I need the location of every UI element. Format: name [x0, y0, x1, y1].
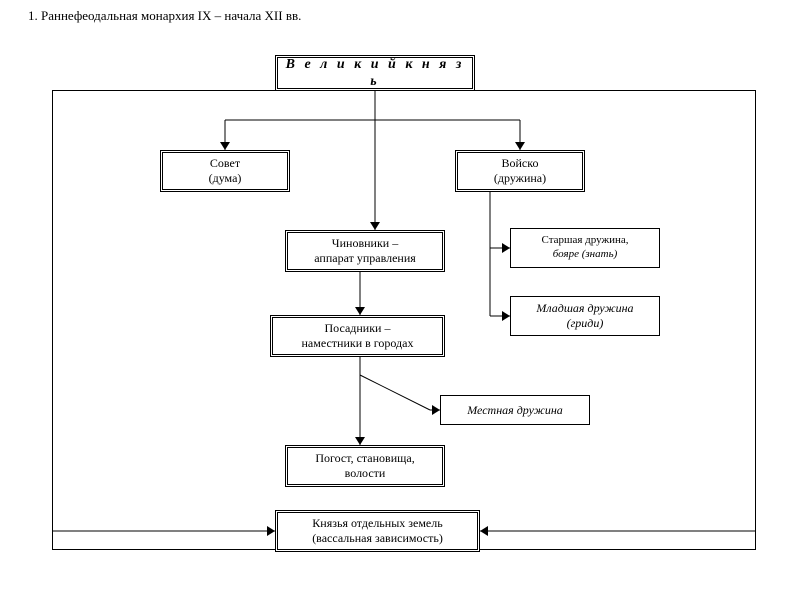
node-label: В е л и к и й к н я з ь: [284, 56, 466, 91]
node-label: Князья отдельных земель(вассальная завис…: [312, 516, 443, 546]
node-council: Совет(дума): [160, 150, 290, 192]
node-label: Посадники –наместники в городах: [301, 321, 413, 351]
node-posadniki: Посадники –наместники в городах: [270, 315, 445, 357]
node-label: Совет(дума): [209, 156, 242, 186]
node-label: Войско(дружина): [494, 156, 546, 186]
node-vassals: Князья отдельных земель(вассальная завис…: [275, 510, 480, 552]
node-pogost: Погост, становища,волости: [285, 445, 445, 487]
node-label: Младшая дружина(гриди): [536, 301, 633, 331]
node-label: Старшая дружина, бояре (знать): [542, 234, 629, 262]
node-label-line1: Старшая дружина,: [542, 234, 629, 246]
page-title: 1. Раннефеодальная монархия IX – начала …: [28, 8, 301, 24]
node-label: Погост, становища,волости: [315, 451, 414, 481]
node-label: Чиновники –аппарат управления: [314, 236, 416, 266]
node-local-druzhina: Местная дружина: [440, 395, 590, 425]
node-label: Местная дружина: [467, 403, 563, 418]
node-label-line2: бояре (знать): [553, 248, 618, 260]
node-army: Войско(дружина): [455, 150, 585, 192]
node-senior-druzhina: Старшая дружина, бояре (знать): [510, 228, 660, 268]
node-junior-druzhina: Младшая дружина(гриди): [510, 296, 660, 336]
node-officials: Чиновники –аппарат управления: [285, 230, 445, 272]
node-grand-prince: В е л и к и й к н я з ь: [275, 55, 475, 91]
